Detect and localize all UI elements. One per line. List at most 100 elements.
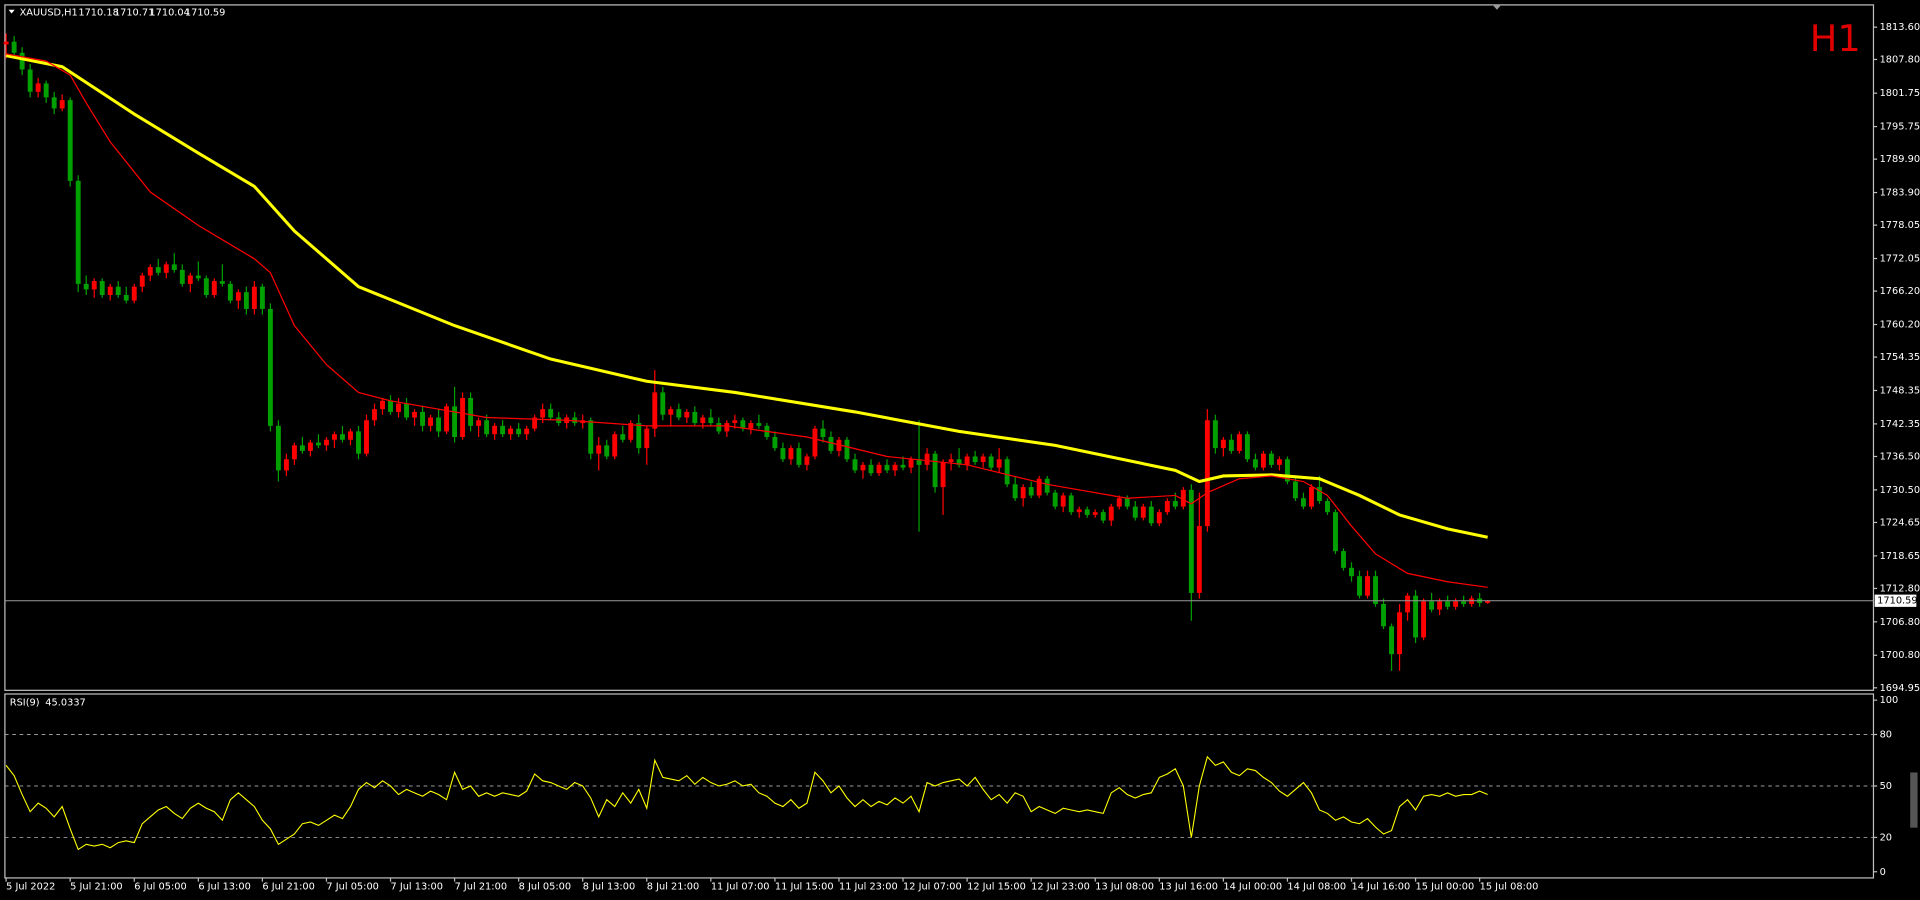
candle-body bbox=[1276, 459, 1282, 465]
candle-body bbox=[1317, 487, 1322, 502]
candle-body bbox=[476, 420, 482, 426]
candle-body bbox=[980, 456, 986, 463]
candle-body bbox=[83, 283, 89, 290]
candle-body bbox=[612, 434, 618, 457]
candle-body bbox=[291, 445, 297, 460]
current-price-box bbox=[1874, 594, 1917, 607]
candle-body bbox=[1156, 512, 1162, 524]
candle-body bbox=[756, 423, 762, 426]
candle-body bbox=[1188, 489, 1194, 593]
candle-body bbox=[940, 462, 946, 488]
symbol-label: XAUUSD,H1 bbox=[20, 7, 78, 18]
candle-body bbox=[1028, 487, 1034, 496]
candle-body bbox=[1365, 576, 1370, 596]
candle-body bbox=[1325, 501, 1330, 513]
candle-body bbox=[956, 459, 962, 465]
x-tick-label: 8 Jul 21:00 bbox=[647, 882, 699, 893]
candle-body bbox=[1220, 439, 1226, 449]
candle-body bbox=[299, 445, 305, 451]
candle-body bbox=[219, 281, 225, 284]
candle-body bbox=[187, 275, 193, 284]
candle-body bbox=[1204, 420, 1210, 527]
candle-body bbox=[404, 403, 409, 418]
candle-body bbox=[1469, 598, 1475, 605]
main-panel-frame bbox=[4, 4, 1875, 691]
rsi-tick-label: 0 bbox=[1880, 867, 1886, 878]
candle-body bbox=[508, 428, 514, 435]
y-tick-label: 1813.60 bbox=[1880, 22, 1920, 33]
candle-body bbox=[307, 442, 313, 451]
candle-body bbox=[1020, 487, 1026, 499]
candle-body bbox=[1284, 459, 1290, 482]
current-price-label: 1710.59 bbox=[1877, 596, 1917, 607]
candle-body bbox=[1180, 489, 1186, 507]
candle-body bbox=[844, 439, 850, 460]
rsi-tick-label: 80 bbox=[1880, 729, 1892, 740]
rsi-tick-label: 50 bbox=[1880, 781, 1892, 792]
candle-body bbox=[1373, 576, 1378, 605]
x-tick-label: 15 Jul 08:00 bbox=[1480, 882, 1539, 893]
candle-body bbox=[1445, 601, 1451, 607]
candle-body bbox=[1052, 492, 1058, 507]
header-ohlc-value: 1710.04 bbox=[149, 7, 189, 18]
candle-body bbox=[620, 434, 626, 440]
candle-body bbox=[828, 436, 834, 451]
candle-body bbox=[900, 464, 906, 468]
candle-body bbox=[211, 281, 217, 295]
candle-body bbox=[75, 180, 81, 284]
candle-body bbox=[988, 456, 994, 468]
candle-body bbox=[396, 403, 401, 412]
candle-body bbox=[356, 431, 361, 454]
y-tick-label: 1700.80 bbox=[1880, 650, 1920, 661]
candle-body bbox=[436, 417, 442, 432]
candle-body bbox=[1044, 478, 1050, 493]
candle-body bbox=[604, 445, 610, 457]
candle-body bbox=[596, 445, 602, 454]
candle-body bbox=[163, 264, 169, 273]
candle-body bbox=[35, 83, 41, 92]
y-tick-label: 1706.80 bbox=[1880, 617, 1920, 628]
candle-body bbox=[275, 425, 281, 471]
candle-body bbox=[716, 423, 722, 432]
x-tick-label: 14 Jul 08:00 bbox=[1287, 882, 1346, 893]
candle-body bbox=[243, 292, 249, 309]
x-tick-label: 13 Jul 08:00 bbox=[1095, 882, 1154, 893]
candle-body bbox=[324, 439, 329, 446]
candle-body bbox=[1397, 612, 1402, 655]
candle-body bbox=[348, 431, 353, 440]
x-tick-label: 14 Jul 00:00 bbox=[1223, 882, 1282, 893]
timeframe-label: H1 bbox=[1810, 17, 1861, 60]
candle-body bbox=[916, 459, 922, 465]
candle-body bbox=[1381, 604, 1386, 627]
moving-average-line bbox=[5, 54, 1488, 539]
candle-body bbox=[708, 417, 714, 424]
shift-marker bbox=[1492, 4, 1502, 10]
candle-body bbox=[388, 400, 393, 412]
candle-body bbox=[195, 275, 201, 279]
candle-body bbox=[1252, 459, 1258, 468]
x-tick-label: 11 Jul 23:00 bbox=[839, 882, 898, 893]
candle-body bbox=[227, 283, 233, 301]
candle-body bbox=[724, 423, 730, 432]
x-tick-label: 5 Jul 21:00 bbox=[70, 882, 122, 893]
rsi-line bbox=[5, 755, 1488, 851]
candle-body bbox=[484, 420, 490, 435]
x-tick-label: 11 Jul 07:00 bbox=[711, 882, 770, 893]
candle-body bbox=[1076, 509, 1082, 513]
candle-body bbox=[924, 453, 930, 465]
candle-body bbox=[43, 83, 49, 98]
candle-body bbox=[171, 264, 177, 270]
x-tick-label: 13 Jul 16:00 bbox=[1159, 882, 1218, 893]
y-tick-label: 1772.05 bbox=[1880, 254, 1920, 265]
candle-body bbox=[1036, 478, 1042, 496]
y-tick-label: 1795.75 bbox=[1880, 122, 1920, 133]
candle-body bbox=[524, 428, 530, 435]
candle-body bbox=[812, 428, 818, 457]
x-tick-label: 7 Jul 21:00 bbox=[455, 882, 507, 893]
candle-body bbox=[1244, 434, 1250, 460]
candle-body bbox=[59, 100, 65, 109]
candle-body bbox=[332, 434, 337, 440]
candle-body bbox=[532, 417, 538, 429]
candle-body bbox=[380, 400, 385, 410]
